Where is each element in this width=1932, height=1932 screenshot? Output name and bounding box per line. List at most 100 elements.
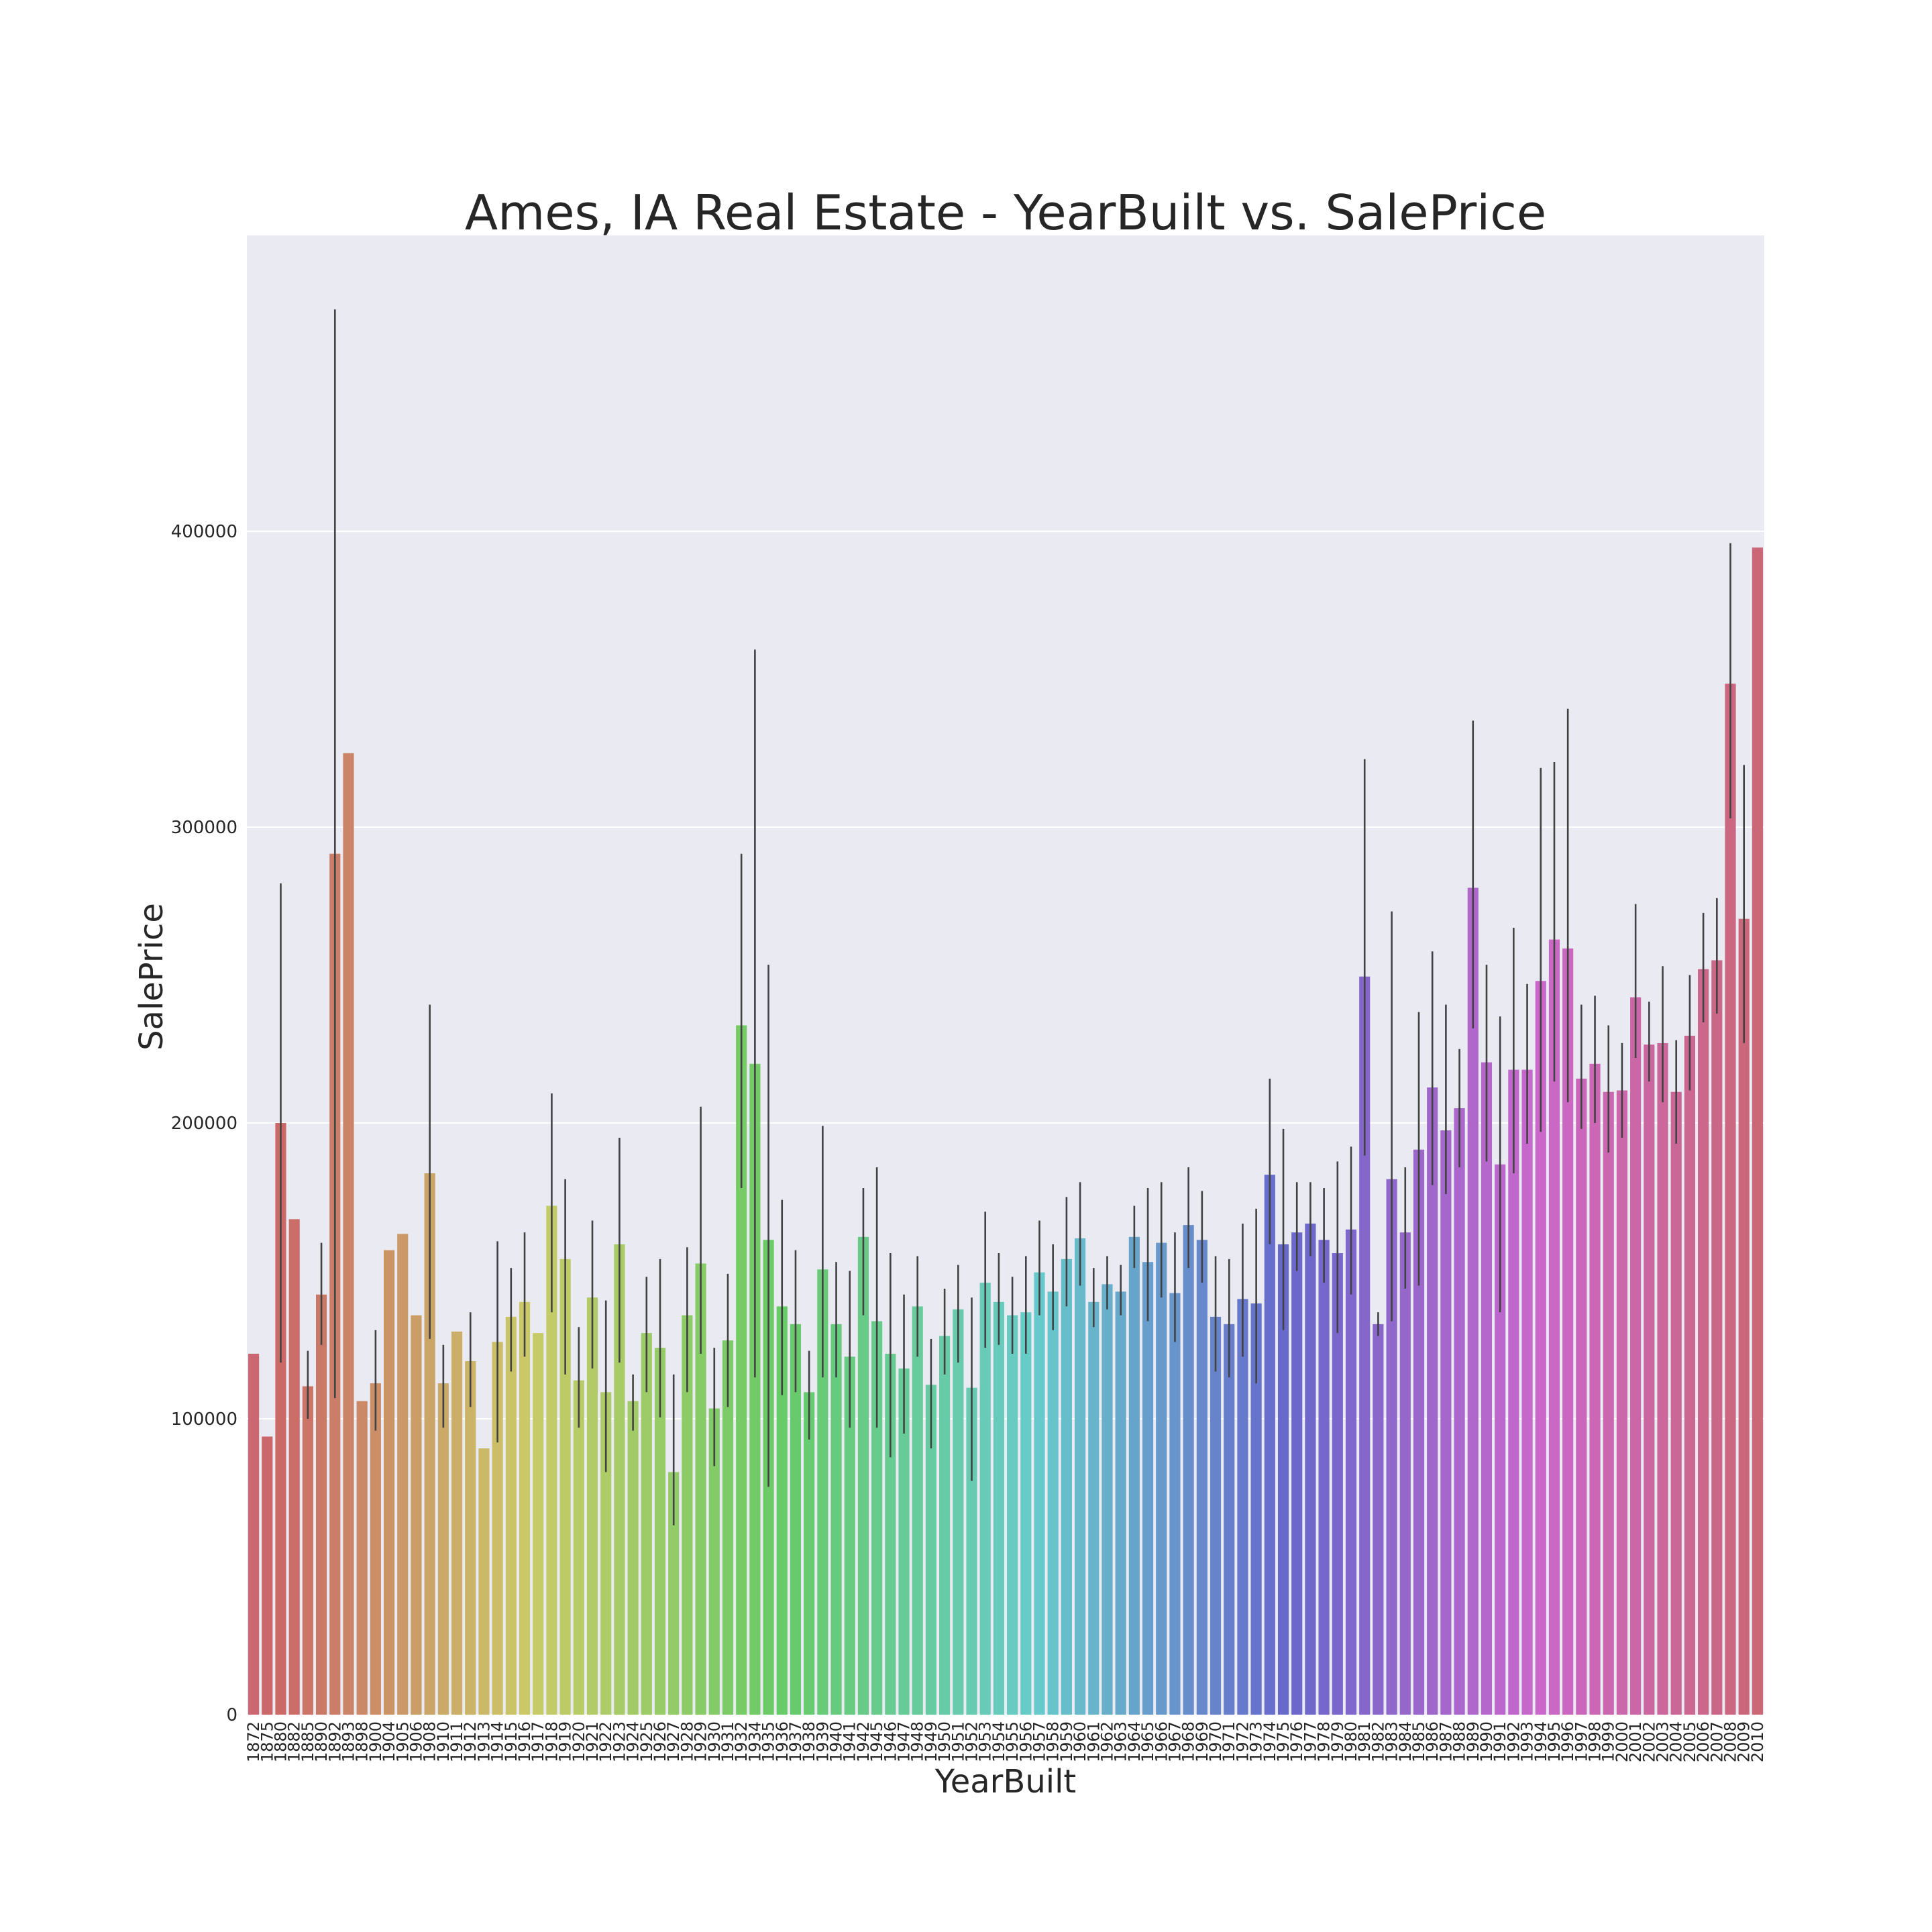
x-tick-label: 1965: [1138, 1721, 1157, 1762]
y-axis-label: SalePrice: [133, 903, 170, 1051]
bar: [1250, 1303, 1262, 1715]
bar: [993, 1301, 1004, 1715]
bar: [437, 1383, 449, 1715]
bar: [1644, 1044, 1655, 1715]
x-tick-label: 1937: [786, 1721, 805, 1762]
x-tick-label: 1898: [353, 1721, 372, 1762]
x-tick-label: 1958: [1044, 1721, 1063, 1762]
x-tick-label: 1977: [1301, 1721, 1320, 1762]
x-tick-label: 1954: [989, 1721, 1008, 1762]
bar: [1386, 1179, 1397, 1715]
bar: [939, 1336, 951, 1715]
x-tick-label: 1938: [800, 1721, 818, 1762]
x-tick-label: 1994: [1532, 1721, 1550, 1762]
x-tick-label: 2006: [1694, 1721, 1713, 1762]
x-tick-label: 1882: [285, 1721, 304, 1762]
bar: [1535, 981, 1546, 1715]
x-tick-label: 1917: [529, 1721, 547, 1762]
x-tick-label: 1959: [1057, 1721, 1076, 1762]
bar: [1061, 1258, 1072, 1715]
bar: [1589, 1063, 1601, 1715]
bar: [262, 1436, 273, 1715]
bar: [1630, 997, 1642, 1715]
bar: [1738, 918, 1750, 1715]
x-tick-label: 1975: [1274, 1721, 1293, 1762]
bar: [925, 1385, 936, 1715]
x-tick-label: 1927: [664, 1721, 683, 1762]
x-tick-label: 1875: [258, 1721, 276, 1762]
bar: [492, 1342, 503, 1715]
x-tick-label: 1971: [1220, 1721, 1238, 1762]
chart-title: Ames, IA Real Estate - YearBuilt vs. Sal…: [465, 184, 1546, 241]
x-tick-label: 1926: [651, 1721, 669, 1762]
x-tick-label: 1928: [678, 1721, 696, 1762]
bar: [1034, 1272, 1045, 1715]
bar: [736, 1025, 747, 1715]
x-tick-label: 1942: [854, 1721, 873, 1762]
x-axis-label: YearBuilt: [934, 1763, 1076, 1801]
bar: [505, 1316, 517, 1715]
x-tick-label: 1967: [1165, 1721, 1184, 1762]
bar: [1332, 1253, 1343, 1715]
bar: [1454, 1108, 1465, 1715]
bar: [1020, 1312, 1032, 1715]
bar: [885, 1353, 896, 1715]
bar: [1711, 960, 1723, 1715]
x-tick-label: 1974: [1260, 1721, 1279, 1762]
bar: [817, 1269, 828, 1715]
x-tick-label: 1936: [773, 1721, 792, 1762]
x-tick-label: 1976: [1287, 1721, 1306, 1762]
bar: [586, 1297, 598, 1715]
x-tick-label: 1997: [1572, 1721, 1591, 1762]
bar: [1684, 1035, 1695, 1715]
x-tick-label: 1987: [1436, 1721, 1455, 1762]
x-tick-label: 1955: [1003, 1721, 1022, 1762]
bar: [316, 1294, 327, 1715]
bar: [600, 1392, 612, 1715]
bar: [573, 1380, 584, 1715]
bar: [1115, 1291, 1126, 1715]
x-tick-label: 2007: [1707, 1721, 1726, 1762]
bar: [1156, 1242, 1167, 1715]
bar: [1495, 1164, 1506, 1715]
bar: [478, 1448, 490, 1715]
bar: [953, 1309, 964, 1715]
bar: [383, 1250, 395, 1715]
bar: [1521, 1069, 1533, 1715]
bar: [708, 1408, 720, 1715]
x-tick-label: 1939: [813, 1721, 832, 1762]
x-tick-label: 1992: [1504, 1721, 1523, 1762]
x-tick-label: 1991: [1491, 1721, 1509, 1762]
x-tick-label: 1931: [718, 1721, 737, 1762]
bar: [1481, 1062, 1493, 1715]
bar: [397, 1234, 409, 1715]
x-tick-label: 1963: [1112, 1721, 1130, 1762]
x-tick-label: 1953: [976, 1721, 995, 1762]
bar: [1467, 888, 1479, 1715]
x-tick-label: 1915: [502, 1721, 521, 1762]
bar: [1752, 547, 1763, 1715]
y-tick-labels: 0 100000 200000 300000 400000: [171, 522, 237, 1725]
x-tick-label: 1981: [1355, 1721, 1374, 1762]
bar: [1576, 1078, 1587, 1715]
x-tick-label: 1918: [542, 1721, 561, 1762]
x-tick-label: 1946: [881, 1721, 900, 1762]
x-tick-label: 1998: [1586, 1721, 1605, 1762]
x-tick-label: 1916: [515, 1721, 534, 1762]
x-tick-label: 2003: [1654, 1721, 1672, 1762]
x-tick-label: 1872: [244, 1721, 263, 1762]
x-tick-label: 2008: [1721, 1721, 1740, 1762]
x-tick-label: 1980: [1342, 1721, 1360, 1762]
bar: [275, 1123, 286, 1715]
x-tick-label: 1983: [1383, 1721, 1401, 1762]
bar: [979, 1283, 991, 1715]
x-tick-label: 1969: [1193, 1721, 1212, 1762]
x-tick-label: 1908: [421, 1721, 439, 1762]
x-tick-label: 1990: [1477, 1721, 1496, 1762]
x-tick-label: 1986: [1423, 1721, 1442, 1762]
x-tick-label: 1993: [1518, 1721, 1537, 1762]
bar: [519, 1301, 531, 1715]
x-tick-label: 1922: [596, 1721, 615, 1762]
x-tick-label: 1920: [570, 1721, 588, 1762]
bar: [411, 1315, 422, 1715]
